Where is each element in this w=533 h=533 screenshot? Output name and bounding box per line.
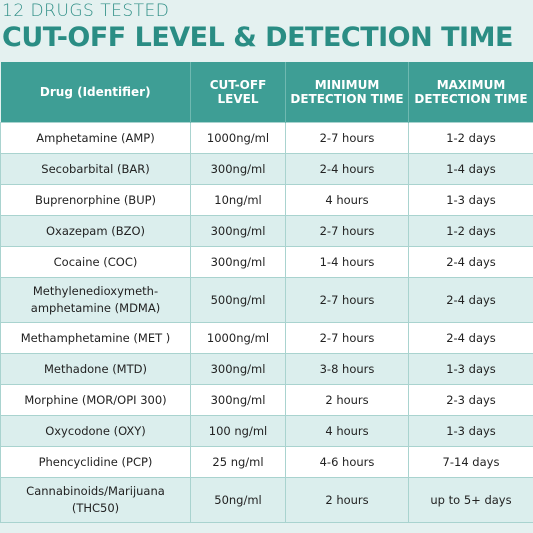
table-row: Morphine (MOR/OPI 300) 300ng/ml 2 hours 2-3…: [0, 384, 533, 416]
table-cell: 2-7 hours: [285, 322, 409, 354]
table-cell: 2-3 days: [408, 384, 533, 416]
table-cell: 1000ng/ml: [190, 322, 286, 354]
table-cell: Methylenedioxymeth- amphetamine (MDMA): [0, 277, 191, 323]
table-cell: 4 hours: [285, 184, 409, 216]
table-cell: 2 hours: [285, 384, 409, 416]
table-cell: up to 5+ days: [408, 477, 533, 523]
table-cell: Cocaine (COC): [0, 246, 191, 278]
table-cell: 2-4 days: [408, 246, 533, 278]
table-cell: Morphine (MOR/OPI 300): [0, 384, 191, 416]
table-cell: Methamphetamine (MET ): [0, 322, 191, 354]
table-cell: 2-4 hours: [285, 153, 409, 185]
table-row: Methadone (MTD) 300ng/ml 3-8 hours 1-3 days: [0, 353, 533, 385]
table-cell: 300ng/ml: [190, 246, 286, 278]
table-cell: Amphetamine (AMP): [0, 122, 191, 154]
table-row: Amphetamine (AMP) 1000ng/ml 2-7 hours 1-2 d…: [0, 122, 533, 154]
table-row: Oxycodone (OXY) 100 ng/ml 4 hours 1-3 days: [0, 415, 533, 447]
table-row: Phencyclidine (PCP) 25 ng/ml 4-6 hours 7-14…: [0, 446, 533, 478]
table-cell: 2-7 hours: [285, 122, 409, 154]
kicker: 12 DRUGS TESTED: [2, 1, 170, 21]
table-cell: 100 ng/ml: [190, 415, 286, 447]
table-cell: 1-4 hours: [285, 246, 409, 278]
table-cell: 1-3 days: [408, 184, 533, 216]
table-cell: Secobarbital (BAR): [0, 153, 191, 185]
column-header: MAXIMUM DETECTION TIME: [408, 62, 533, 123]
title: CUT-OFF LEVEL & DETECTION TIME: [2, 22, 513, 53]
table-cell: 1-3 days: [408, 353, 533, 385]
table-cell: 1-2 days: [408, 122, 533, 154]
table-cell: 2-4 days: [408, 277, 533, 323]
table-row: Methamphetamine (MET ) 1000ng/ml 2-7 hours…: [0, 322, 533, 354]
table-cell: 2-7 hours: [285, 277, 409, 323]
table-cell: Oxazepam (BZO): [0, 215, 191, 247]
table-cell: 500ng/ml: [190, 277, 286, 323]
column-header: Drug (Identifier): [0, 62, 191, 123]
table-cell: 1-4 days: [408, 153, 533, 185]
table-cell: Buprenorphine (BUP): [0, 184, 191, 216]
table-cell: 4 hours: [285, 415, 409, 447]
table-cell: 300ng/ml: [190, 215, 286, 247]
table-cell: 300ng/ml: [190, 353, 286, 385]
table-cell: 2-7 hours: [285, 215, 409, 247]
table-cell: Phencyclidine (PCP): [0, 446, 191, 478]
table-cell: 1-2 days: [408, 215, 533, 247]
table-body: Amphetamine (AMP) 1000ng/ml 2-7 hours 1-2 d…: [0, 122, 533, 523]
table-row: Cannabinoids/Marijuana (THC50) 50ng/ml 2 h…: [0, 477, 533, 523]
table-row: Oxazepam (BZO) 300ng/ml 2-7 hours 1-2 days: [0, 215, 533, 247]
table-cell: Oxycodone (OXY): [0, 415, 191, 447]
table-row: Methylenedioxymeth- amphetamine (MDMA) 50…: [0, 277, 533, 323]
column-header: MINIMUM DETECTION TIME: [285, 62, 409, 123]
table-cell: 3-8 hours: [285, 353, 409, 385]
table-row: Cocaine (COC) 300ng/ml 1-4 hours 2-4 days: [0, 246, 533, 278]
table-cell: 2 hours: [285, 477, 409, 523]
table-cell: 50ng/ml: [190, 477, 286, 523]
table-cell: 300ng/ml: [190, 384, 286, 416]
table-cell: 1-3 days: [408, 415, 533, 447]
table-cell: 2-4 days: [408, 322, 533, 354]
table-cell: Cannabinoids/Marijuana (THC50): [0, 477, 191, 523]
table-cell: 300ng/ml: [190, 153, 286, 185]
table-cell: 10ng/ml: [190, 184, 286, 216]
table-cell: Methadone (MTD): [0, 353, 191, 385]
table-cell: 25 ng/ml: [190, 446, 286, 478]
table-cell: 4-6 hours: [285, 446, 409, 478]
table-cell: 1000ng/ml: [190, 122, 286, 154]
table-cell: 7-14 days: [408, 446, 533, 478]
table: Drug (Identifier) CUT-OFF LEVEL MINIMUM DE…: [0, 62, 533, 523]
table-row: Secobarbital (BAR) 300ng/ml 2-4 hours 1-4 d…: [0, 153, 533, 185]
column-header: CUT-OFF LEVEL: [190, 62, 286, 123]
table-row: Buprenorphine (BUP) 10ng/ml 4 hours 1-3 day…: [0, 184, 533, 216]
header-row: Drug (Identifier) CUT-OFF LEVEL MINIMUM DE…: [0, 62, 533, 123]
